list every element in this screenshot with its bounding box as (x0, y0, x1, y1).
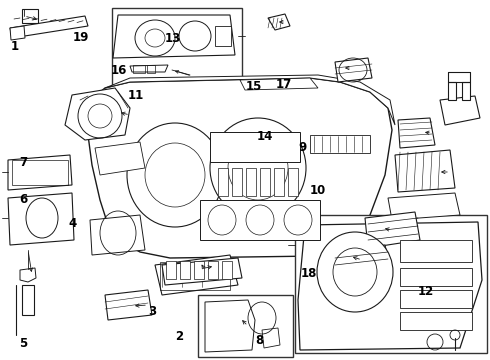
Polygon shape (240, 78, 318, 90)
Bar (22, 9, 38, 23)
Bar (180, 261, 190, 279)
Bar (400, 312, 472, 330)
Bar (194, 261, 204, 279)
Bar (400, 240, 472, 262)
Polygon shape (20, 268, 36, 282)
Polygon shape (205, 300, 255, 352)
Polygon shape (88, 78, 392, 258)
Text: 18: 18 (300, 267, 317, 280)
Text: 5: 5 (20, 337, 27, 350)
Bar (22, 285, 34, 315)
Text: 4: 4 (69, 217, 76, 230)
Polygon shape (298, 222, 482, 350)
Polygon shape (95, 142, 145, 175)
Text: 1: 1 (11, 40, 19, 53)
Polygon shape (440, 96, 480, 125)
Bar (448, 82, 456, 100)
Bar (147, 65, 155, 73)
Text: 10: 10 (309, 184, 326, 197)
Text: 17: 17 (276, 78, 293, 91)
Bar (295, 215, 487, 353)
Bar (400, 290, 472, 308)
Polygon shape (65, 88, 130, 140)
Polygon shape (8, 155, 72, 190)
Bar (210, 132, 300, 162)
Polygon shape (90, 215, 145, 255)
Bar (400, 268, 472, 286)
Polygon shape (398, 118, 435, 148)
Polygon shape (162, 258, 242, 285)
Bar (232, 168, 242, 196)
Text: 16: 16 (110, 64, 127, 77)
Bar (215, 26, 231, 46)
Polygon shape (155, 255, 238, 295)
Bar (12, 160, 68, 185)
Bar (133, 65, 145, 73)
Text: 11: 11 (128, 89, 145, 102)
Polygon shape (332, 245, 390, 275)
Bar (112, 8, 242, 98)
Bar (218, 168, 228, 196)
Bar (260, 168, 270, 196)
Bar (200, 200, 320, 240)
Bar (274, 168, 284, 196)
Polygon shape (105, 290, 152, 320)
Bar (160, 262, 230, 290)
Text: 12: 12 (418, 285, 435, 298)
Text: 19: 19 (73, 31, 89, 44)
Bar (198, 295, 293, 357)
Text: 15: 15 (245, 80, 262, 93)
Ellipse shape (127, 123, 223, 227)
Text: 9: 9 (299, 141, 307, 154)
Polygon shape (130, 65, 168, 72)
Polygon shape (105, 75, 395, 125)
Text: 13: 13 (164, 32, 181, 45)
Text: 6: 6 (20, 193, 27, 206)
Bar (310, 135, 370, 153)
Text: 8: 8 (256, 334, 264, 347)
Text: 14: 14 (256, 130, 273, 143)
Polygon shape (113, 15, 235, 58)
Polygon shape (10, 16, 88, 38)
Ellipse shape (317, 232, 393, 312)
Polygon shape (365, 212, 420, 248)
Polygon shape (335, 58, 372, 82)
Polygon shape (388, 193, 460, 220)
Bar (222, 261, 232, 279)
Ellipse shape (210, 118, 306, 218)
Bar (208, 261, 218, 279)
Bar (462, 82, 470, 100)
Bar (246, 168, 256, 196)
Text: 7: 7 (20, 156, 27, 168)
Polygon shape (268, 14, 290, 30)
Text: 2: 2 (175, 330, 183, 343)
Polygon shape (8, 193, 74, 245)
Polygon shape (395, 150, 455, 192)
Bar (166, 261, 176, 279)
Text: 3: 3 (148, 305, 156, 318)
Bar (288, 168, 298, 196)
Polygon shape (10, 26, 25, 40)
